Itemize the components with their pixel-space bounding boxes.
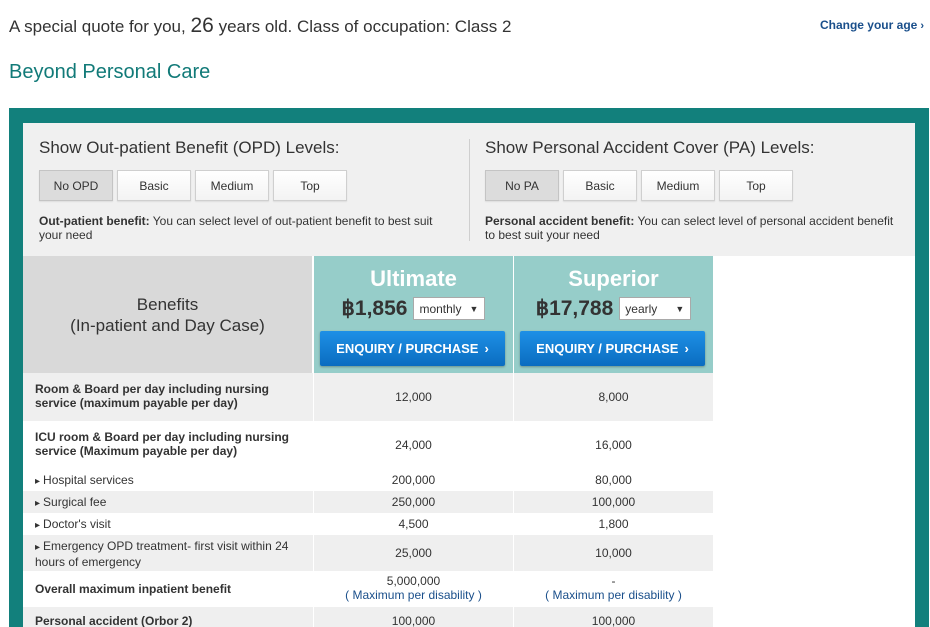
pa-level-button-basic[interactable]: Basic	[563, 170, 637, 201]
opd-level-button-basic[interactable]: Basic	[117, 170, 191, 201]
quote-suffix: years old. Class of occupation: Class 2	[218, 17, 512, 36]
level-selector-panel: Show Out-patient Benefit (OPD) Levels: N…	[23, 123, 915, 256]
opd-level-button-medium[interactable]: Medium	[195, 170, 269, 201]
ultimate-value: 5,000,000 ( Maximum per disability )	[314, 574, 513, 602]
frequency-value: monthly	[419, 301, 462, 316]
chevron-right-icon: ›	[684, 341, 689, 356]
ultimate-amount: 5,000,000	[386, 574, 441, 588]
plan-name: Ultimate	[370, 266, 457, 291]
price-row: ฿17,788 yearly ▼	[514, 296, 713, 321]
superior-amount: -	[611, 574, 616, 588]
maximum-per-disability-link[interactable]: ( Maximum per disability )	[345, 588, 482, 602]
pa-desc-text: You can select level of personal acciden…	[485, 214, 894, 242]
benefit-label: Personal accident (Orbor 2)	[35, 614, 193, 627]
plan-header-ultimate: Ultimate ฿1,856 monthly ▼ ENQUIRY / PURC…	[314, 256, 513, 373]
enquiry-purchase-button[interactable]: ENQUIRY / PURCHASE ›	[520, 331, 705, 366]
frequency-value: yearly	[625, 301, 658, 316]
change-age-link[interactable]: Change your age ›	[820, 18, 924, 32]
pa-level-button-none[interactable]: No PA	[485, 170, 559, 201]
benefit-label: Room & Board per day including nursing s…	[35, 382, 270, 410]
level-divider	[469, 139, 470, 241]
benefit-label: Emergency OPD treatment- first visit wit…	[35, 539, 303, 569]
enquiry-button-label: ENQUIRY / PURCHASE	[336, 341, 479, 356]
column-divider	[513, 373, 514, 627]
quote-prefix: A special quote for you,	[9, 17, 186, 36]
pa-level-button-top[interactable]: Top	[719, 170, 793, 201]
table-row: Hospital services 200,000 80,000	[23, 469, 713, 491]
enquiry-purchase-button[interactable]: ENQUIRY / PURCHASE ›	[320, 331, 505, 366]
chevron-right-icon: ›	[920, 20, 924, 32]
change-age-label: Change your age	[819, 18, 918, 32]
benefit-label: ICU room & Board per day including nursi…	[35, 430, 290, 458]
superior-value: 100,000	[591, 495, 636, 509]
benefit-label: Hospital services	[35, 473, 134, 489]
quote-panel: Show Out-patient Benefit (OPD) Levels: N…	[23, 123, 915, 627]
ultimate-value: 100,000	[391, 614, 436, 627]
superior-value: 8,000	[598, 390, 629, 404]
ultimate-value: 250,000	[391, 495, 436, 509]
superior-value: 80,000	[595, 473, 632, 487]
opd-level-buttons: No OPD Basic Medium Top	[39, 170, 459, 201]
table-row: Surgical fee 250,000 100,000	[23, 491, 713, 513]
opd-desc-bold: Out-patient benefit:	[39, 214, 150, 228]
ultimate-value: 24,000	[395, 438, 432, 452]
opd-level-button-top[interactable]: Top	[273, 170, 347, 201]
benefit-label: Doctor's visit	[35, 517, 111, 533]
dropdown-caret-icon: ▼	[675, 303, 685, 314]
pa-desc-bold: Personal accident benefit:	[485, 214, 635, 228]
ultimate-value: 25,000	[395, 546, 432, 560]
benefit-label: Surgical fee	[35, 495, 106, 511]
pa-level-buttons: No PA Basic Medium Top	[485, 170, 905, 201]
quote-frame: Show Out-patient Benefit (OPD) Levels: N…	[9, 108, 929, 627]
chevron-right-icon: ›	[484, 341, 489, 356]
pa-level-button-medium[interactable]: Medium	[641, 170, 715, 201]
opd-level-group: Show Out-patient Benefit (OPD) Levels: N…	[39, 138, 459, 242]
table-row: Doctor's visit 4,500 1,800	[23, 513, 713, 535]
table-row: Emergency OPD treatment- first visit wit…	[23, 535, 713, 571]
pa-level-description: Personal accident benefit: You can selec…	[485, 214, 895, 242]
age-value: 26	[190, 14, 214, 37]
opd-desc-text: You can select level of out-patient bene…	[39, 214, 433, 242]
maximum-per-disability-link[interactable]: ( Maximum per disability )	[545, 588, 682, 602]
superior-value: 1,800	[598, 517, 629, 531]
payment-frequency-select[interactable]: yearly ▼	[619, 297, 692, 320]
column-divider	[313, 373, 314, 627]
payment-frequency-select[interactable]: monthly ▼	[413, 297, 486, 320]
pa-level-title: Show Personal Accident Cover (PA) Levels…	[485, 138, 815, 157]
table-row: Room & Board per day including nursing s…	[23, 373, 713, 421]
table-row: Personal accident (Orbor 2) 100,000 100,…	[23, 607, 713, 627]
superior-value: 100,000	[591, 614, 636, 627]
pa-level-group: Show Personal Accident Cover (PA) Levels…	[485, 138, 905, 242]
plan-name: Superior	[568, 266, 659, 291]
quote-summary: A special quote for you, 26 years old. C…	[9, 14, 511, 38]
superior-value: 16,000	[595, 438, 632, 452]
benefits-header-line2: (In-patient and Day Case)	[70, 315, 265, 335]
superior-value: 10,000	[595, 546, 632, 560]
opd-level-description: Out-patient benefit: You can select leve…	[39, 214, 449, 242]
plan-price: ฿17,788	[535, 297, 614, 320]
ultimate-value: 12,000	[395, 390, 432, 404]
benefits-header-line1: Benefits	[136, 294, 199, 314]
superior-value: - ( Maximum per disability )	[514, 574, 713, 602]
table-row: ICU room & Board per day including nursi…	[23, 421, 713, 469]
enquiry-button-label: ENQUIRY / PURCHASE	[536, 341, 679, 356]
ultimate-value: 4,500	[398, 517, 429, 531]
dropdown-caret-icon: ▼	[469, 303, 479, 314]
price-row: ฿1,856 monthly ▼	[314, 296, 513, 321]
plan-title: Beyond Personal Care	[9, 61, 211, 83]
table-row: Overall maximum inpatient benefit 5,000,…	[23, 571, 713, 607]
benefit-label: Overall maximum inpatient benefit	[35, 582, 232, 596]
benefits-column-header: Benefits (In-patient and Day Case)	[23, 256, 312, 373]
plan-header-superior: Superior ฿17,788 yearly ▼ ENQUIRY / PURC…	[514, 256, 713, 373]
plan-price: ฿1,856	[341, 297, 408, 320]
ultimate-value: 200,000	[391, 473, 436, 487]
opd-level-button-none[interactable]: No OPD	[39, 170, 113, 201]
opd-level-title: Show Out-patient Benefit (OPD) Levels:	[39, 138, 340, 157]
